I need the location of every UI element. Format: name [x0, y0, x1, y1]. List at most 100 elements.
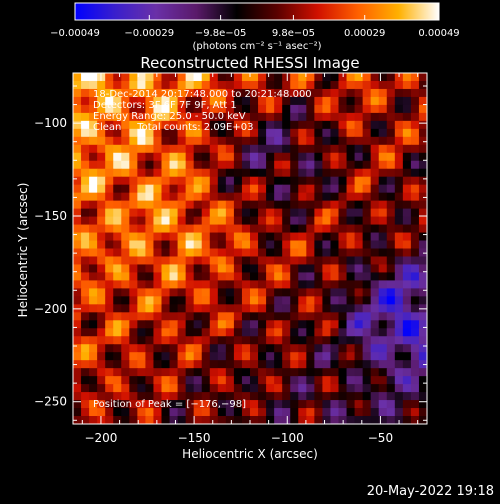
heatmap-cell [137, 112, 146, 122]
heatmap-cell [217, 416, 227, 424]
heatmap-cell [418, 73, 427, 82]
heatmap-cell [250, 360, 259, 369]
heatmap-cell [322, 328, 331, 337]
heatmap-cell [81, 224, 90, 233]
heatmap-cell [370, 136, 380, 146]
heatmap-cell [185, 360, 195, 369]
heatmap-cell [73, 160, 82, 170]
heatmap-cell [97, 296, 106, 305]
heatmap-cell [370, 73, 380, 82]
heatmap-cell [250, 336, 259, 345]
heatmap-cell [378, 312, 388, 321]
heatmap-cell [338, 136, 347, 146]
heatmap-cell [225, 232, 235, 241]
heatmap-cell [362, 384, 372, 393]
heatmap-cell [137, 152, 146, 162]
heatmap-cell [330, 80, 339, 90]
heatmap-cell [298, 360, 307, 369]
heatmap-cell [193, 200, 203, 210]
heatmap-cell [386, 376, 396, 385]
heatmap-cell [217, 176, 227, 186]
heatmap-cell [89, 216, 98, 225]
heatmap-cell [97, 184, 106, 194]
heatmap-cell [81, 360, 90, 369]
heatmap-cell [105, 168, 114, 178]
heatmap-cell [330, 208, 339, 217]
x-tick-label: −200 [84, 431, 117, 445]
heatmap-cell [209, 392, 219, 401]
heatmap-cell [201, 184, 211, 194]
heatmap-cell [346, 376, 355, 385]
heatmap-cell [410, 360, 420, 369]
heatmap-cell [354, 240, 364, 249]
heatmap-cell [217, 320, 227, 329]
heatmap-cell [410, 416, 420, 424]
heatmap-cell [161, 240, 170, 249]
heatmap-cell [346, 328, 355, 337]
footer-date: 20-May-2022 19:18 [367, 484, 494, 499]
heatmap-cell [370, 352, 380, 361]
heatmap-cell [314, 312, 323, 321]
heatmap-cell [290, 368, 299, 377]
heatmap-cell [250, 392, 259, 401]
heatmap-cell [354, 320, 364, 329]
heatmap-cell [266, 272, 275, 281]
heatmap-cell [386, 128, 396, 138]
heatmap-cell [346, 144, 355, 154]
heatmap-cell [169, 104, 178, 114]
heatmap-cell [354, 200, 364, 210]
heatmap-cell [362, 152, 372, 162]
heatmap-cell [217, 400, 227, 409]
heatmap-cell [346, 200, 355, 210]
heatmap-cell [410, 168, 420, 178]
heatmap-cell [298, 104, 307, 114]
heatmap-cell [370, 184, 380, 194]
heatmap-cell [410, 112, 420, 122]
heatmap-cell [209, 128, 219, 138]
heatmap-cell [89, 384, 98, 393]
heatmap-cell [121, 168, 130, 178]
heatmap-cell [105, 216, 114, 225]
heatmap-cell [266, 288, 275, 297]
heatmap-cell [394, 296, 404, 305]
heatmap-cell [161, 216, 170, 225]
heatmap-cell [233, 344, 243, 353]
heatmap-cell [169, 264, 178, 273]
heatmap-cell [394, 360, 404, 369]
heatmap-cell [274, 73, 283, 82]
heatmap-cell [314, 73, 323, 82]
heatmap-cell [314, 224, 323, 233]
heatmap-cell [290, 408, 299, 417]
heatmap-cell [258, 120, 267, 130]
heatmap-cell [290, 400, 299, 409]
heatmap-cell [346, 80, 355, 90]
heatmap-cell [121, 112, 130, 122]
heatmap-cell [322, 168, 331, 178]
heatmap-cell [169, 88, 178, 98]
heatmap-cell [241, 120, 251, 130]
heatmap-cell [121, 296, 130, 305]
heatmap-cell [145, 336, 154, 345]
heatmap-cell [330, 136, 339, 146]
heatmap-cell [209, 408, 219, 417]
heatmap-cell [314, 152, 323, 162]
heatmap-cell [105, 328, 114, 337]
heatmap-cell [354, 232, 364, 241]
heatmap-cell [241, 312, 251, 321]
heatmap-cell [177, 232, 187, 241]
heatmap-cell [225, 320, 235, 329]
heatmap-cell [362, 376, 372, 385]
heatmap-cell [394, 160, 404, 170]
heatmap-cell [322, 392, 331, 401]
heatmap-cell [137, 232, 146, 241]
heatmap-cell [129, 360, 138, 369]
heatmap-cell [282, 344, 291, 353]
heatmap-cell [410, 304, 420, 313]
heatmap-cell [121, 160, 130, 170]
heatmap-cell [314, 168, 323, 178]
heatmap-cell [137, 312, 146, 321]
heatmap-cell [322, 112, 331, 122]
heatmap-cell [306, 168, 315, 178]
heatmap-cell [97, 160, 106, 170]
